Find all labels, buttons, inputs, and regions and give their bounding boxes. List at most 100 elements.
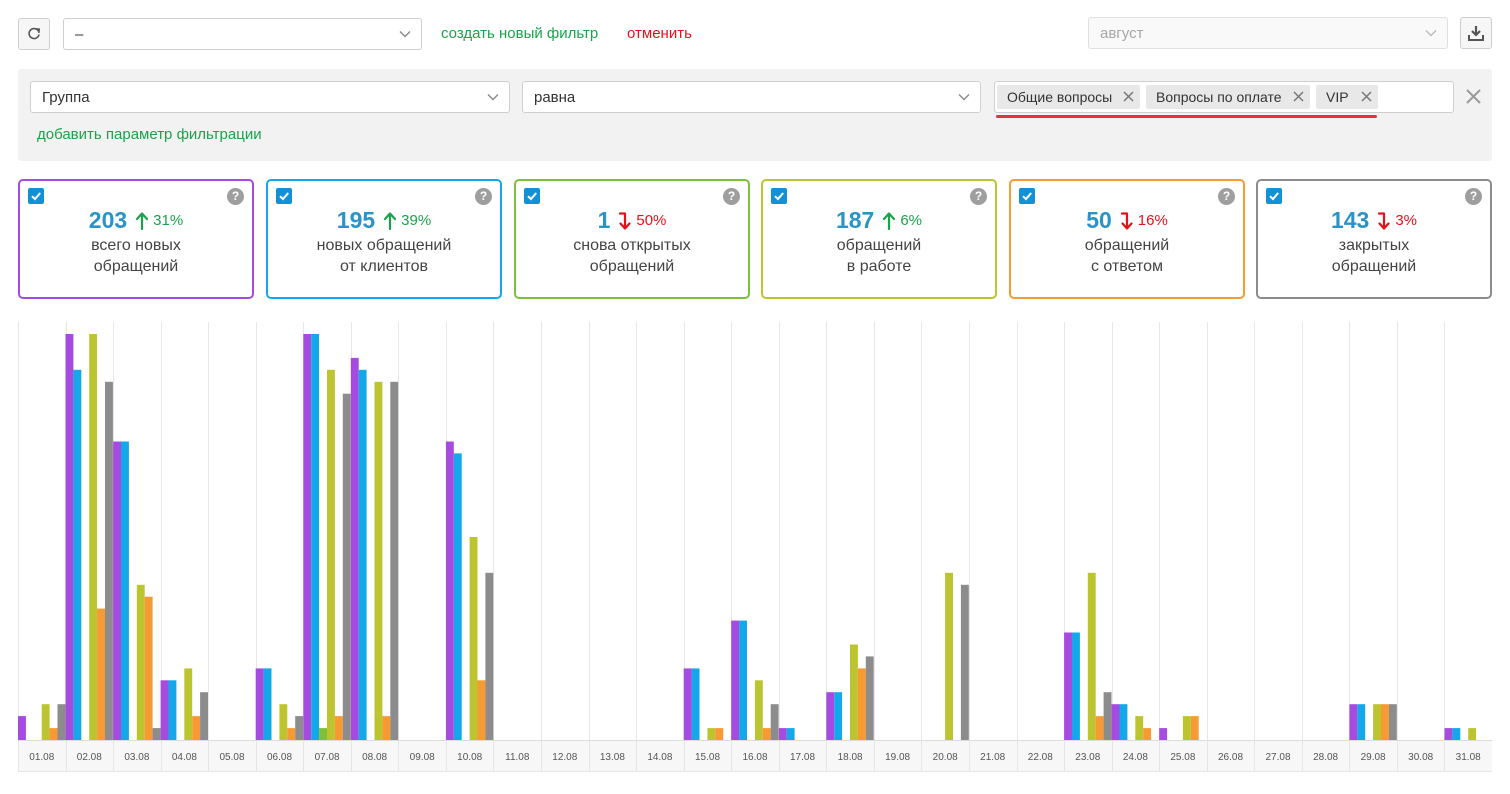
metric-card[interactable]: ? 187 6% обращений в работе xyxy=(761,179,997,299)
chart-bar[interactable] xyxy=(263,668,272,740)
filter-field-select[interactable]: Группа xyxy=(30,81,510,113)
chart-bar[interactable] xyxy=(834,692,843,740)
chart-bar[interactable] xyxy=(121,441,129,741)
chart-bar[interactable] xyxy=(770,704,779,740)
chart-bar[interactable] xyxy=(144,596,153,740)
chart-bar[interactable] xyxy=(192,716,201,740)
help-icon[interactable]: ? xyxy=(970,188,987,205)
chart-bar[interactable] xyxy=(311,334,320,740)
card-checkbox[interactable] xyxy=(28,188,44,204)
help-icon[interactable]: ? xyxy=(475,188,492,205)
chart-bar[interactable] xyxy=(739,620,747,740)
chart-bar[interactable] xyxy=(113,441,121,741)
saved-filter-select[interactable]: – xyxy=(63,18,422,50)
chart-bar[interactable] xyxy=(1388,704,1397,740)
chart-bar[interactable] xyxy=(1064,632,1072,741)
chart-bar[interactable] xyxy=(1190,716,1199,740)
chart-bar[interactable] xyxy=(477,680,486,740)
close-icon[interactable] xyxy=(1122,90,1135,103)
help-icon[interactable]: ? xyxy=(227,188,244,205)
chart-bar[interactable] xyxy=(1087,572,1096,740)
chart-bar[interactable] xyxy=(57,704,66,740)
chart-bar[interactable] xyxy=(168,680,177,740)
card-checkbox[interactable] xyxy=(524,188,540,204)
add-filter-param-link[interactable]: добавить параметр фильтрации xyxy=(37,126,262,143)
chart-bar[interactable] xyxy=(382,716,391,740)
chart-bar[interactable] xyxy=(857,668,866,740)
metric-card[interactable]: ? 143 3% закрытых обращений xyxy=(1256,179,1492,299)
chart-bar[interactable] xyxy=(731,620,740,740)
metric-card[interactable]: ? 50 16% обращений с ответом xyxy=(1009,179,1245,299)
create-filter-link[interactable]: создать новый фильтр xyxy=(441,25,599,42)
month-select[interactable]: август xyxy=(1088,17,1448,49)
help-icon[interactable]: ? xyxy=(723,188,740,205)
chart-bar[interactable] xyxy=(342,393,351,740)
chart-bar[interactable] xyxy=(850,644,858,741)
chart-bar[interactable] xyxy=(327,369,335,740)
chart-bar[interactable] xyxy=(1095,716,1104,740)
chart-bar[interactable] xyxy=(334,716,343,740)
chart-bar[interactable] xyxy=(1072,632,1080,741)
chart-bar[interactable] xyxy=(390,381,399,740)
filter-values-multiselect[interactable]: Общие вопросы Вопросы по оплате VIP xyxy=(994,81,1454,113)
chart-bar[interactable] xyxy=(136,584,145,740)
chart-bar[interactable] xyxy=(89,334,98,740)
chart-bar[interactable] xyxy=(184,668,193,740)
chart-bar[interactable] xyxy=(350,357,359,740)
chart-bar[interactable] xyxy=(152,728,161,740)
chart-bar[interactable] xyxy=(1452,728,1461,740)
chart-bar[interactable] xyxy=(469,537,478,740)
refresh-button[interactable] xyxy=(18,18,50,50)
chart-bar[interactable] xyxy=(1468,728,1477,740)
chart-bar[interactable] xyxy=(754,680,763,740)
metric-card[interactable]: ? 203 31% всего новых обращений xyxy=(18,179,254,299)
help-icon[interactable]: ? xyxy=(1218,188,1235,205)
chart-bar[interactable] xyxy=(1143,728,1152,740)
chart-bar[interactable] xyxy=(865,656,874,740)
chart-bar[interactable] xyxy=(1135,716,1144,740)
chart-bar[interactable] xyxy=(786,728,795,740)
chart-bar[interactable] xyxy=(1357,704,1366,740)
chart-bar[interactable] xyxy=(1373,704,1381,740)
chart-bar[interactable] xyxy=(255,668,264,740)
chart-bar[interactable] xyxy=(1381,704,1389,740)
chart-bar[interactable] xyxy=(778,728,787,740)
card-checkbox[interactable] xyxy=(771,188,787,204)
chart-bar[interactable] xyxy=(18,716,26,740)
chart-bar[interactable] xyxy=(374,381,383,740)
chart-bar[interactable] xyxy=(485,572,494,740)
filter-tag[interactable]: VIP xyxy=(1316,85,1378,109)
chart-bar[interactable] xyxy=(105,381,113,740)
chart-bar[interactable] xyxy=(715,728,724,740)
chart-bar[interactable] xyxy=(445,441,454,741)
chart-bar[interactable] xyxy=(287,728,296,740)
chart-bar[interactable] xyxy=(960,584,969,740)
chart-bar[interactable] xyxy=(49,728,58,740)
chart-bar[interactable] xyxy=(1182,716,1191,740)
card-checkbox[interactable] xyxy=(1019,188,1035,204)
filter-tag[interactable]: Общие вопросы xyxy=(997,85,1140,109)
chart-bar[interactable] xyxy=(303,334,312,740)
chart-bar[interactable] xyxy=(691,668,700,740)
close-icon[interactable] xyxy=(1360,90,1373,103)
chart-bar[interactable] xyxy=(1159,728,1168,740)
chart-bar[interactable] xyxy=(826,692,835,740)
metric-card[interactable]: ? 195 39% новых обращений от клиентов xyxy=(266,179,502,299)
chart-bar[interactable] xyxy=(453,453,462,740)
chart-bar[interactable] xyxy=(200,692,208,740)
chart-bar[interactable] xyxy=(160,680,169,740)
chart-bar[interactable] xyxy=(358,369,367,740)
filter-tag[interactable]: Вопросы по оплате xyxy=(1146,85,1310,109)
chart-bar[interactable] xyxy=(945,572,953,740)
chart-bar[interactable] xyxy=(295,716,304,740)
chart-bar[interactable] xyxy=(41,704,50,740)
chart-bar[interactable] xyxy=(65,334,74,740)
chart-bar[interactable] xyxy=(762,728,771,740)
cancel-link[interactable]: отменить xyxy=(627,25,692,42)
chart-bar[interactable] xyxy=(73,369,82,740)
close-icon[interactable] xyxy=(1292,90,1305,103)
chart-bar[interactable] xyxy=(279,704,288,740)
card-checkbox[interactable] xyxy=(1266,188,1282,204)
chart-bar[interactable] xyxy=(1103,692,1112,740)
card-checkbox[interactable] xyxy=(276,188,292,204)
